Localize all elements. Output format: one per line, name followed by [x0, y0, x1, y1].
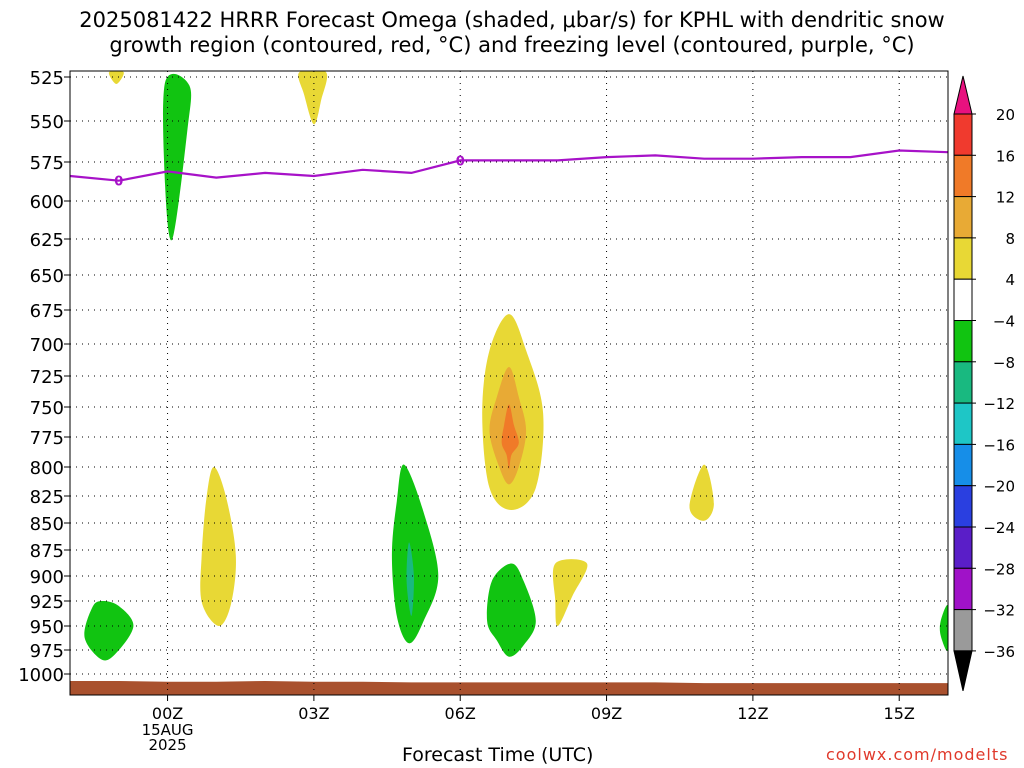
y-tick-label: 600: [30, 192, 64, 213]
colorbar-label: 8: [1005, 230, 1015, 248]
omega-region-yellow-08z: [552, 559, 588, 627]
y-tick-label: 850: [30, 514, 64, 535]
y-tick-label: 975: [30, 641, 64, 662]
colorbar-label: −12: [983, 395, 1015, 413]
colorbar-segment: [953, 485, 973, 528]
colorbar-label: −8: [993, 354, 1015, 372]
freezing-level-contour: 00: [69, 149, 949, 190]
colorbar-label: 16: [996, 147, 1015, 165]
omega-region-yellow-11z: [689, 464, 714, 521]
omega-region-green-left-bottom: [84, 600, 134, 661]
x-tick-label: 06Z: [445, 704, 476, 723]
x-date-label: 15AUG: [142, 721, 194, 739]
omega-region-orange-center: [501, 404, 519, 470]
colorbar-label: 20: [996, 106, 1015, 124]
colorbar-cap-bottom: [953, 650, 973, 692]
y-tick-label: 800: [30, 458, 64, 479]
freezing-level-line: [69, 149, 949, 182]
colorbar-segment: [953, 443, 973, 487]
y-tick-label: 525: [30, 68, 64, 89]
y-tick-label: 875: [30, 541, 64, 562]
colorbar-segment: [953, 567, 973, 611]
colorbar-segment: [953, 196, 973, 239]
x-tick-label: 12Z: [737, 704, 768, 723]
colorbar-label: −28: [983, 560, 1015, 578]
y-tick-label: 725: [30, 367, 64, 388]
y-tick-label: 900: [30, 567, 64, 588]
colorbar-label: −32: [983, 602, 1015, 620]
y-tick-label: 925: [30, 592, 64, 613]
omega-region-green-05z: [391, 464, 439, 644]
y-tick-label: 750: [30, 398, 64, 419]
colorbar-label: −36: [983, 643, 1015, 661]
terrain-surface: [70, 681, 948, 695]
colorbar-segment: [953, 526, 973, 569]
y-tick-label: 950: [30, 617, 64, 638]
x-axis-title: Forecast Time (UTC): [402, 744, 594, 766]
colorbar-segment: [953, 320, 973, 363]
y-tick-label: 575: [30, 153, 64, 174]
y-tick-label: 675: [30, 301, 64, 322]
freezing-level-label: 0: [114, 175, 123, 190]
omega-shaded-regions: [84, 71, 948, 661]
x-date-label: 2025: [148, 736, 186, 754]
omega-region-yellow-01z: [200, 467, 236, 627]
x-tick-label: 09Z: [591, 704, 622, 723]
omega-colorbar: 20 16 12 8 4 −4 −8 −12 −16 −20 −24 −28 −32 −36: [953, 75, 1015, 692]
freezing-level-label: 0: [456, 154, 465, 169]
y-tick-label: 650: [30, 266, 64, 287]
pressure-axis: 525 550 575 600 625 650 675 700 725 750 775 800 825 8…: [18, 68, 70, 686]
chart-title-line2: growth region (contoured, red, °C) and f…: [109, 33, 915, 57]
x-tick-label: 03Z: [298, 704, 329, 723]
colorbar-segment: [953, 361, 973, 404]
omega-region-yellow-top-left: [108, 71, 124, 84]
omega-region-teal-05z: [406, 542, 414, 617]
chart-title: 2025081422 HRRR Forecast Omega (shaded, …: [0, 8, 1024, 58]
y-tick-label: 825: [30, 487, 64, 508]
plot-frame: [69, 70, 949, 696]
y-tick-label: 1000: [18, 665, 64, 686]
colorbar-cap-top: [953, 75, 973, 115]
y-tick-label: 550: [30, 112, 64, 133]
omega-region-green-07z: [486, 563, 536, 657]
omega-region-yellow-top-mid: [298, 71, 328, 125]
colorbar-segment: [953, 278, 973, 322]
chart-title-line1: 2025081422 HRRR Forecast Omega (shaded, …: [79, 8, 945, 32]
colorbar-label: −20: [983, 478, 1015, 496]
colorbar-label: −16: [983, 436, 1015, 454]
colorbar-segment: [953, 113, 973, 156]
colorbar-segment: [953, 237, 973, 280]
colorbar-segment: [953, 154, 973, 198]
colorbar-segment: [953, 402, 973, 445]
colorbar-label: 4: [1005, 271, 1015, 289]
y-tick-label: 700: [30, 335, 64, 356]
omega-region-green-right-edge: [939, 605, 948, 651]
gridlines: [70, 71, 948, 695]
x-tick-label: 00Z: [152, 704, 183, 723]
colorbar-segment: [953, 609, 973, 652]
colorbar-label: −24: [983, 519, 1015, 537]
site-credit[interactable]: coolwx.com/modelts: [826, 745, 1009, 764]
x-tick-label: 15Z: [884, 704, 915, 723]
colorbar-label: 12: [996, 189, 1015, 207]
y-tick-label: 775: [30, 428, 64, 449]
y-tick-label: 625: [30, 230, 64, 251]
colorbar-label: −4: [993, 313, 1015, 331]
surface-band: [70, 681, 948, 695]
omega-region-green-top: [163, 73, 192, 241]
